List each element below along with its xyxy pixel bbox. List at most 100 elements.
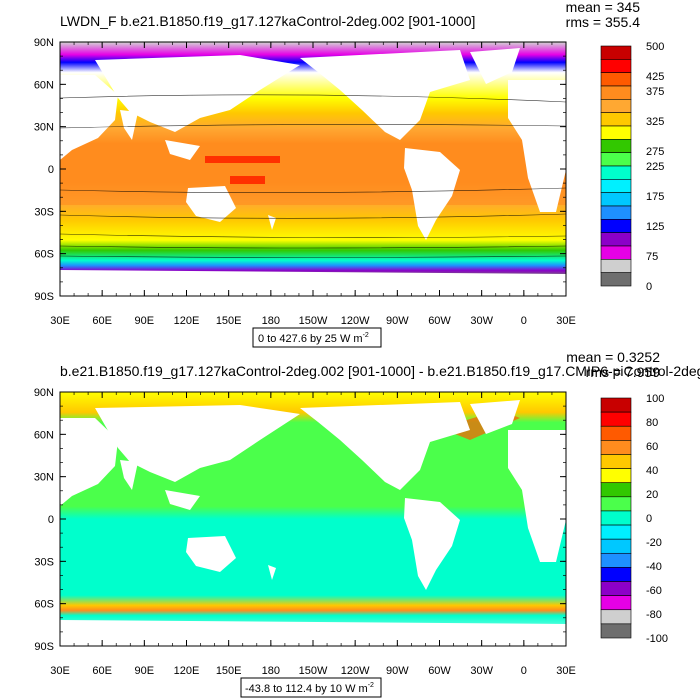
lon-label: 0 [521,315,527,327]
lon-label: 90W [386,315,409,327]
colorbar-swatch [600,192,632,207]
lon-label: 60E [92,665,112,677]
lat-label: 90N [34,37,54,49]
panel-title: b.e21.B1850.f19_g17.127kaControl-2deg.00… [60,363,700,379]
rms-stat: rms = 7.959 [586,364,661,380]
colorbar-swatch [600,510,632,526]
range-exponent: -2 [363,332,369,339]
lat-axis-labels: 90N 60N 30N 0 30S 60S 90S [34,387,54,653]
range-box: -43.8 to 112.4 by 10 W m-2 [240,677,382,698]
colorbar-swatch [600,567,632,582]
colorbar-label: -20 [646,537,662,549]
colorbar-swatch [600,595,632,611]
range-label: -43.8 to 112.4 by 10 W m [245,683,368,695]
colorbar-swatch [600,72,632,87]
lon-label: 30E [556,315,576,327]
colorbar-swatch [600,496,632,512]
lat-label: 60N [34,429,54,441]
colorbar-label: 40 [646,465,658,477]
colorbar-swatch [600,623,632,639]
lat-label: 0 [48,164,54,176]
colorbar-labels: 500 425 375 325 275 225 175 125 75 0 [646,41,664,293]
colorbar-swatch [600,179,632,193]
lat-label: 90N [34,387,54,399]
colorbar-labels: 100 80 60 40 20 0 -20 -40 -60 -80 -100 [646,393,668,645]
colorbar-swatch [600,59,632,73]
colorbar [600,397,632,639]
colorbar-swatch [600,112,632,127]
colorbar-swatch [600,552,632,568]
colorbar-label: -100 [646,633,668,645]
colorbar [600,45,632,287]
colorbar-swatch [600,85,632,100]
lon-label: 120E [174,315,200,327]
lat-axis-labels: 90N 60N 30N 0 30S 60S 90S [34,37,54,303]
colorbar-swatch [600,259,632,273]
colorbar-label: 375 [646,86,664,98]
colorbar-swatch [600,152,632,167]
lon-label: 90E [135,315,155,327]
range-box: 0 to 427.6 by 25 W m-2 [252,327,382,348]
colorbar-label: -80 [646,609,662,621]
lat-label: 60S [34,249,54,261]
colorbar-label: -60 [646,585,662,597]
range-exponent: -2 [368,682,374,689]
lat-label: 90S [34,291,54,303]
colorbar-label: 100 [646,393,664,405]
colorbar-swatch [600,232,632,247]
colorbar-swatch [600,609,632,625]
lat-label: 90S [34,641,54,653]
colorbar-swatch [600,397,632,413]
lon-label: 120W [341,315,370,327]
colorbar-label: 500 [646,41,664,53]
colorbar-label: 275 [646,146,664,158]
axis-ticks [59,41,567,297]
colorbar-swatch [600,205,632,220]
colorbar-swatch [600,454,632,469]
colorbar-swatch [600,538,632,554]
colorbar-swatch [600,440,632,455]
colorbar-label: 175 [646,191,664,203]
lon-label: 60E [92,315,112,327]
lon-label: 30E [50,665,70,677]
lon-label: 150W [299,665,328,677]
lon-label: 0 [521,665,527,677]
colorbar-swatch [600,482,632,498]
rms-stat: rms = 355.4 [566,14,641,30]
colorbar-swatch [600,524,632,540]
axis-ticks [59,391,567,647]
land-mask [60,48,566,296]
range-label: 0 to 427.6 by 25 W m [258,333,363,345]
colorbar-swatch [600,219,632,233]
colorbar-swatch [600,245,632,260]
colorbar-swatch [600,425,632,441]
colorbar-swatch [600,45,632,60]
colorbar-label: 80 [646,417,658,429]
lon-label: 30W [470,665,493,677]
lon-label: 180 [262,315,280,327]
colorbar-label: 425 [646,71,664,83]
colorbar-label: 0 [646,513,652,525]
colorbar-label: -40 [646,561,662,573]
colorbar-label: 0 [646,281,652,293]
lat-label: 0 [48,514,54,526]
map-field [60,42,566,296]
colorbar-swatch [600,99,632,113]
lon-label: 150E [216,665,242,677]
lon-label: 180 [262,665,280,677]
colorbar-swatch [600,468,632,484]
colorbar-swatch [600,125,632,140]
panel-title: LWDN_F b.e21.B1850.f19_g17.127kaControl-… [60,13,475,29]
svg-text:0 to 427.6 by 25 W m-2: 0 to 427.6 by 25 W m-2 [258,332,369,345]
lon-label: 60W [428,315,451,327]
colorbar-swatch [600,165,632,180]
colorbar-label: 225 [646,161,664,173]
colorbar-label: 325 [646,116,664,128]
colorbar-label: 125 [646,221,664,233]
colorbar-swatch [600,411,632,427]
lat-label: 30S [34,206,54,218]
svg-text:-43.8 to 112.4 by 10 W m-2: -43.8 to 112.4 by 10 W m-2 [245,682,374,695]
lat-label: 60S [34,599,54,611]
colorbar-label: 20 [646,489,658,501]
